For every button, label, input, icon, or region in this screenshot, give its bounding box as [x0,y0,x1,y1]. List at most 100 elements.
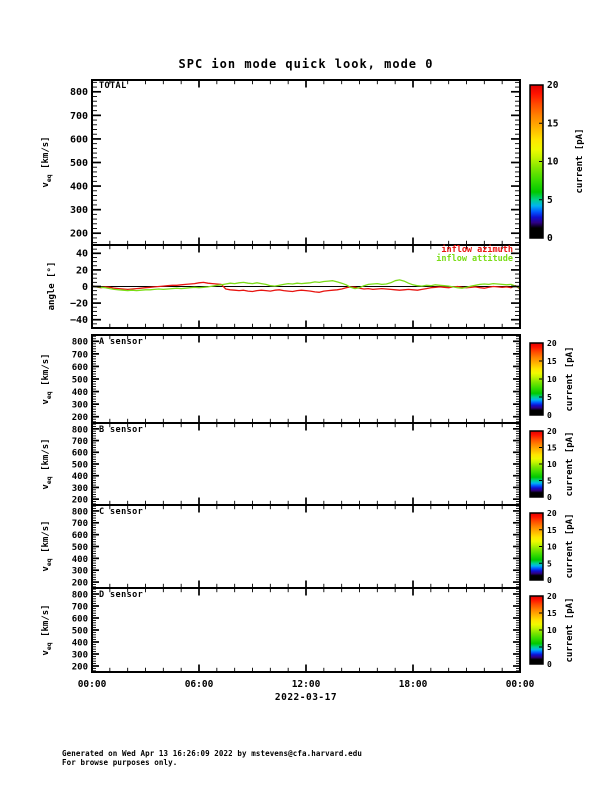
colorbar-tick-label: 5 [547,195,553,206]
y-tick-label: −40 [70,315,88,326]
colorbar-tick-label: 15 [547,444,557,453]
panel-box-total [91,79,521,246]
panel-box-d [91,587,521,673]
colorbar-tick-label: 0 [547,411,552,420]
panel-box-a [91,334,521,424]
trace-inflow-attitude [91,279,521,292]
y-tick-label: 500 [70,158,88,169]
y-tick-label: 500 [72,375,88,385]
y-axis-label-d-sensor: veq [km/s] [41,604,53,655]
y-tick-label: 400 [72,472,88,482]
ylabel-pre: v [41,650,52,656]
colorbar-tick-label: 20 [547,80,559,91]
ylabel-pre: v [41,566,52,572]
y-tick-label: 600 [72,614,88,624]
panel-total: 200 300 400 500 600 700 800 0 5 10 15 20 [70,79,559,246]
colorbar-tick-label: 15 [547,526,557,535]
y-tick-label: 300 [70,205,88,216]
panel-label-total: TOTAL [99,81,127,91]
y-tick-label: 300 [72,567,88,577]
ylabel-sub: eq [44,558,53,567]
colorbar-unit-label: current [pA] [565,346,575,412]
ylabel-pre: v [41,399,52,405]
y-tick-label: 700 [72,602,88,612]
colorbar-tick-label: 0 [547,493,552,502]
y-axis-label-a-sensor: veq [km/s] [41,353,53,404]
y-tick-label: 600 [72,531,88,541]
ylabel-post: [km/s] [41,353,52,392]
y-tick-label: 700 [72,437,88,447]
colorbar-unit-label: current [pA] [575,128,585,194]
colorbar-tick-label: 20 [547,509,557,518]
x-tick-label: 12:00 [292,679,321,690]
y-tick-label: 40 [76,249,88,260]
legend-inflow-attitude: inflow attitude [436,254,513,264]
y-tick-label: 800 [72,338,88,348]
ylabel-post: [km/s] [41,136,52,175]
colorbar-tick-label: 15 [547,357,557,366]
y-tick-label: 300 [72,401,88,411]
x-tick-label: 06:00 [185,679,214,690]
colorbar-unit-label: current [pA] [565,513,575,579]
y-tick-label: −20 [70,299,88,310]
colorbar-tick-label: 0 [547,576,552,585]
colorbar-c: 0 5 10 15 20 [529,509,557,585]
footer: Generated on Wed Apr 13 16:26:09 2022 by… [62,749,362,767]
page-title: SPC ion mode quick look, mode 0 [178,57,434,71]
colorbar-tick-label: 20 [547,592,557,601]
colorbar-tick-label: 5 [547,559,552,568]
panel-box-c [91,504,521,589]
colorbar-unit-label: current [pA] [565,431,575,497]
y-tick-label: 600 [72,363,88,373]
y-axis-label-angle: angle [°] [47,262,57,311]
y-tick-label: 600 [72,449,88,459]
y-tick-label: 0 [82,282,88,293]
colorbar-tick-label: 10 [547,626,557,635]
colorbar-tick-label: 0 [547,233,553,244]
y-tick-label: 200 [72,662,88,672]
colorbar-a: 0 5 10 15 20 [529,339,557,420]
colorbar-total: 0 5 10 15 20 [529,80,559,244]
y-tick-label: 700 [72,350,88,360]
angle-legend: inflow azimuth inflow attitude [92,246,513,264]
x-axis-date-label: 2022-03-17 [274,692,338,703]
panel-a: 200 300 400 500 600 700 800 0 5 10 15 20 [72,334,557,424]
colorbar-tick-label: 10 [547,543,557,552]
footer-generated-line: Generated on Wed Apr 13 16:26:09 2022 by… [62,749,362,758]
y-tick-label: 800 [72,425,88,435]
ylabel-post: [km/s] [41,438,52,477]
y-tick-label: 400 [70,181,88,192]
y-tick-label: 500 [72,626,88,636]
y-tick-label: 700 [70,111,88,122]
colorbar-tick-label: 20 [547,427,557,436]
y-tick-label: 400 [72,555,88,565]
ylabel-post: [km/s] [41,604,52,643]
y-tick-label: 700 [72,519,88,529]
colorbar-tick-label: 10 [547,157,559,168]
y-tick-label: 800 [70,87,88,98]
colorbar-tick-label: 0 [547,660,552,669]
ylabel-sub: eq [44,642,53,651]
y-tick-label: 200 [72,413,88,423]
y-tick-label: 200 [72,496,88,506]
panel-label-b-sensor: B sensor [99,425,144,435]
y-tick-label: 200 [70,229,88,240]
y-tick-label: 500 [72,543,88,553]
colorbar-tick-label: 5 [547,643,552,652]
y-tick-label: 400 [72,388,88,398]
panel-angle: −40 −20 0 20 40 [70,244,521,329]
panel-box-angle [91,244,521,329]
ylabel-sub: eq [44,174,53,183]
ylabel-pre: v [41,182,52,188]
colorbar-tick-label: 15 [547,118,559,129]
panel-box-b [91,422,521,506]
colorbar-d: 0 5 10 15 20 [529,592,557,669]
colorbar-tick-label: 10 [547,375,557,384]
y-axis-label-c-sensor: veq [km/s] [41,520,53,571]
colorbar-tick-label: 20 [547,339,557,348]
colorbar-unit-label: current [pA] [565,597,575,663]
